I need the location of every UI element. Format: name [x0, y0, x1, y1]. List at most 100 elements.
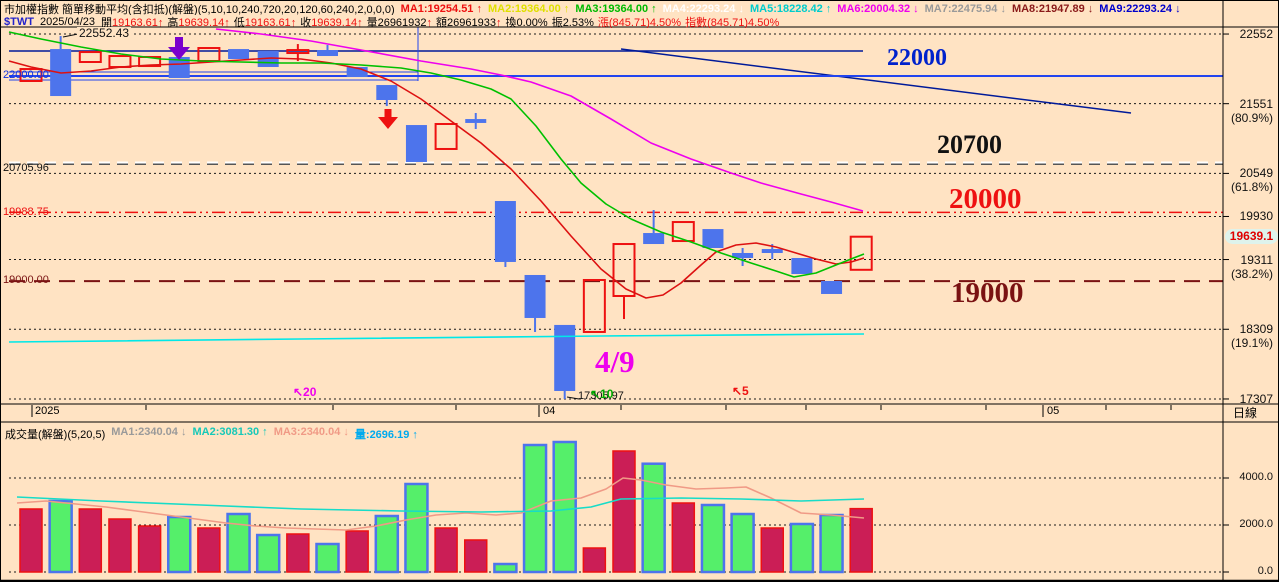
- candle-body: [228, 49, 250, 60]
- quote-field: 漲(845.71)4.50%: [597, 16, 682, 29]
- quote-field: 換0.00%: [505, 16, 548, 29]
- ma-legend-item: MA1:19254.51 ↑: [400, 2, 482, 15]
- price-level-label: 19988.75: [3, 206, 49, 218]
- volume-bar: [374, 514, 400, 574]
- down-arrow-icon: [378, 109, 398, 129]
- ma-red: [8, 57, 865, 299]
- candle-body: [434, 122, 458, 150]
- candle-body: [582, 278, 606, 333]
- volume-bar: [760, 527, 784, 573]
- volume-pane[interactable]: [1, 422, 1223, 581]
- fib-percent-label: (61.8%): [1230, 180, 1273, 195]
- ma-legend-item: MA9:22293.24 ↓: [1099, 2, 1181, 15]
- candle-body: [761, 249, 783, 253]
- candle-body: [465, 119, 487, 123]
- volume-bar: [522, 443, 548, 574]
- label-leader-line: [62, 33, 79, 38]
- price-axis-label: 20549: [1239, 166, 1273, 181]
- vol-ma-salmon: [16, 477, 865, 531]
- date-label: 2025/04/23: [39, 15, 96, 28]
- candle-body: [376, 85, 398, 100]
- volume-bar: [582, 547, 607, 573]
- volume-ma-legend-item: 量:2696.19 ↑: [354, 429, 418, 441]
- symbol-label: $TWT: [4, 15, 34, 28]
- price-axis-label: 17307: [1239, 391, 1273, 406]
- vol-ma-cyan: [16, 496, 865, 513]
- candle-body: [524, 274, 546, 318]
- fib-percent-label: (80.9%): [1230, 110, 1273, 125]
- volume-axis-label: 2000.0: [1239, 518, 1273, 530]
- key-level-callout: 19000: [951, 277, 1024, 309]
- ma-legend-item: MA4:22293.24 ↓: [662, 2, 744, 15]
- last-price-badge: 19639.1: [1225, 229, 1278, 245]
- volume-bar: [789, 522, 815, 574]
- ma-legend-item: MA6:20004.32 ↓: [837, 2, 919, 15]
- candle-body: [78, 51, 102, 64]
- volume-axis-label: 0.0: [1257, 565, 1273, 577]
- volume-bar: [78, 508, 103, 573]
- candle-body: [671, 221, 695, 243]
- quote-field: 開19163.61↑: [101, 16, 164, 29]
- volume-bar: [19, 508, 43, 573]
- candle-body: [643, 233, 665, 245]
- ma-period-marker: ↖10: [590, 387, 614, 401]
- volume-bar: [137, 525, 162, 573]
- volume-bar: [434, 527, 458, 573]
- month-axis-label: 04: [543, 405, 556, 417]
- ma-period-marker: ↖20: [293, 385, 317, 399]
- chart-title: 市加權指數 簡單移動平均(含扣抵)(解盤)(5,10,10,240,720,20…: [4, 3, 395, 16]
- indicator-header-row: 市加權指數 簡單移動平均(含扣抵)(解盤)(5,10,10,240,720,20…: [4, 2, 1220, 16]
- descending-trendline: [620, 48, 1132, 114]
- year-axis-label: 2025: [35, 405, 60, 417]
- candle-body: [849, 235, 873, 271]
- ma-cyan: [8, 333, 865, 343]
- quote-field: 收19639.14↑: [300, 16, 363, 29]
- volume-bar: [849, 507, 873, 573]
- volume-bar: [641, 462, 666, 574]
- candle-body: [346, 67, 368, 78]
- price-axis-label: 19311: [1240, 252, 1273, 267]
- volume-ma-legend-item: MA3:2340.04 ↓: [273, 426, 349, 438]
- volume-bar: [404, 482, 429, 574]
- candle-body: [821, 280, 843, 294]
- candle-body: [317, 50, 338, 57]
- price-axis-label: 18309: [1239, 322, 1273, 337]
- quote-field: 量26961932↑: [366, 16, 433, 29]
- month-axis-label: 05: [1047, 405, 1060, 417]
- quote-header-row: $TWT 2025/04/23 開19163.61↑ 高19639.14↑ 低191…: [4, 15, 1220, 29]
- volume-axis-label: 4000.0: [1239, 471, 1273, 483]
- volume-bar: [493, 562, 518, 574]
- candle-body: [405, 125, 427, 162]
- ma-period-marker: ↖5: [732, 384, 749, 398]
- price-level-label: 22000.00: [3, 69, 49, 81]
- volume-header-row: 成交量(解盤)(5,20,5) MA1:2340.04 ↓ MA2:3081.30…: [5, 426, 424, 441]
- volume-bar: [315, 542, 340, 574]
- key-level-callout: 4/9: [595, 344, 635, 379]
- quote-field: 高19639.14↑: [167, 16, 230, 29]
- fib-percent-label: (19.1%): [1230, 336, 1273, 351]
- down-arrow-icon: [168, 37, 190, 60]
- key-level-callout: 20700: [937, 130, 1002, 159]
- volume-bar: [226, 512, 251, 574]
- ma-green: [8, 31, 865, 278]
- volume-bar: [730, 512, 755, 574]
- candle-body: [286, 49, 310, 55]
- quote-field: 額26961933↑: [436, 16, 502, 29]
- ma-legend-item: MA7:22475.94 ↓: [924, 2, 1006, 15]
- ma-legend-item: MA8:21947.89 ↓: [1011, 2, 1094, 15]
- price-axis-label: 19930: [1239, 209, 1273, 224]
- candle-body: [732, 252, 754, 259]
- ma-magenta: [215, 28, 864, 212]
- key-level-callout: 22000: [887, 45, 947, 71]
- candle-body: [612, 243, 636, 297]
- volume-bar: [108, 518, 132, 573]
- quote-field: 指數(845.71)4.50%: [685, 16, 780, 29]
- candle-body: [702, 229, 724, 248]
- candle-body: [791, 258, 813, 275]
- candle-body: [19, 68, 43, 82]
- session-low-label: 17305.97: [578, 390, 624, 402]
- candle-body: [494, 201, 516, 262]
- ma-legend-item: MA3:19364.00 ↑: [575, 2, 657, 15]
- volume-bar: [671, 502, 696, 573]
